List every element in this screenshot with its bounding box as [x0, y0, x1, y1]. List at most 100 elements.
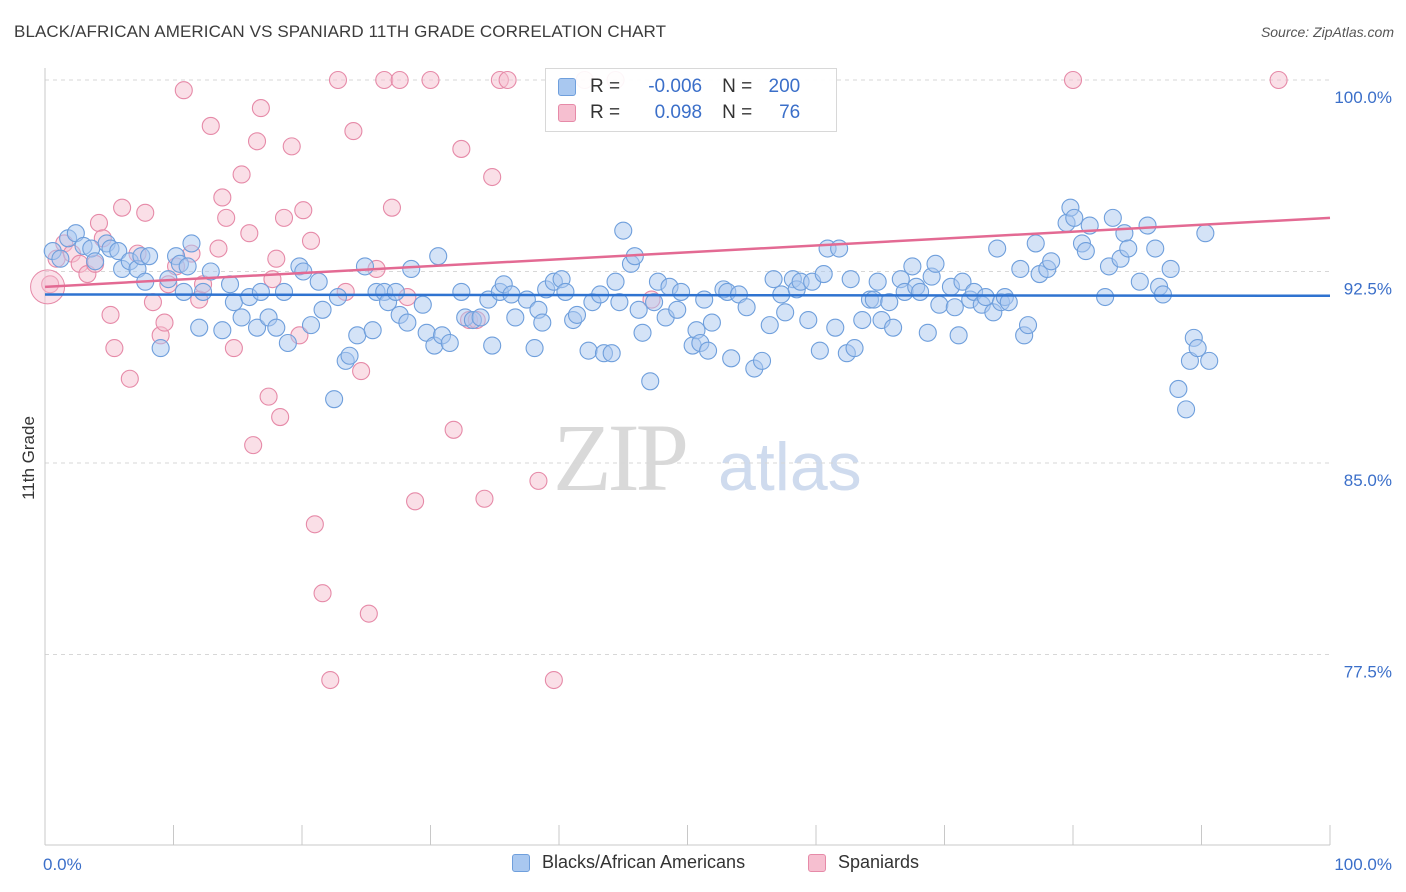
spaniard-point: [344, 122, 363, 141]
black-point: [911, 282, 930, 301]
watermark-atlas: atlas: [718, 429, 862, 505]
legend-r-value: -0.006: [648, 76, 703, 97]
legend-n-label: N =: [722, 76, 753, 97]
spaniard-point: [251, 99, 270, 118]
black-point: [903, 257, 922, 276]
legend-n-label: N =: [722, 102, 753, 123]
black-point: [614, 221, 633, 240]
black-point: [413, 295, 432, 314]
black-point: [429, 247, 448, 266]
black-point: [213, 321, 232, 340]
x-tick-label: 0.0%: [43, 855, 82, 874]
black-point: [301, 316, 321, 335]
black-point: [606, 272, 625, 291]
black-point: [610, 293, 629, 312]
black-point: [953, 272, 972, 291]
black-point: [1138, 216, 1157, 235]
spaniard-point: [328, 70, 348, 90]
black-point: [109, 242, 128, 261]
spaniard-point: [321, 670, 340, 690]
spaniard-point: [529, 471, 548, 490]
spaniard-point: [452, 139, 471, 158]
spaniard-point: [382, 198, 402, 217]
spaniard-point: [240, 224, 259, 243]
black-point: [737, 298, 756, 317]
bottom-legend-spaniards: Spaniards: [808, 852, 919, 873]
bottom-legend-swatch-pink: [808, 853, 826, 872]
black-point: [1119, 239, 1138, 258]
spaniard-point: [89, 213, 109, 233]
black-point: [999, 293, 1018, 312]
black-point: [232, 308, 251, 327]
black-point: [602, 344, 621, 363]
black-point: [799, 310, 818, 330]
spaniard-point: [120, 369, 139, 388]
black-point: [182, 234, 201, 253]
black-point: [506, 308, 525, 327]
spaniard-point: [301, 231, 321, 250]
black-point: [325, 390, 344, 409]
black-point: [702, 313, 721, 332]
spaniard-point: [1269, 70, 1288, 90]
black-point: [641, 372, 660, 391]
bottom-legend-label-blacks: Blacks/African Americans: [542, 852, 746, 872]
spaniard-point: [267, 249, 286, 268]
spaniard-point: [143, 293, 162, 312]
black-point: [398, 313, 417, 332]
black-point: [853, 310, 872, 330]
legend-row-spaniards: R = 0.098 N = 76: [558, 100, 800, 126]
black-point: [1103, 208, 1122, 227]
black-point: [918, 323, 937, 342]
black-point: [402, 259, 421, 278]
spaniard-point: [201, 116, 220, 136]
black-point: [440, 333, 459, 353]
black-point: [313, 300, 332, 319]
black-point: [695, 290, 714, 309]
black-point: [699, 341, 718, 360]
legend-r-label: R =: [590, 102, 621, 123]
spaniard-point: [294, 201, 313, 220]
tick-labels: 100.0% 92.5% 85.0% 77.5% 0.0% 100.0%: [43, 88, 1392, 874]
black-point: [51, 249, 70, 268]
black-point: [86, 252, 105, 271]
black-point: [1115, 224, 1134, 243]
legend-swatch-pink: [558, 104, 576, 122]
black-point: [1042, 252, 1061, 271]
spaniard-point: [113, 198, 132, 217]
black-point: [776, 303, 795, 322]
spaniard-point: [421, 70, 440, 90]
black-point: [1196, 224, 1215, 243]
black-point: [1188, 339, 1207, 358]
spaniards-trend-line: [44, 216, 1331, 289]
black-point: [556, 282, 575, 301]
spaniard-point: [209, 239, 228, 258]
x-tick-label: 100.0%: [1334, 855, 1392, 874]
bottom-legend-blacks: Blacks/African Americans: [512, 852, 745, 873]
y-tick-label: 77.5%: [1344, 663, 1392, 682]
black-point: [224, 293, 243, 312]
black-point: [525, 339, 544, 358]
spaniard-point: [498, 70, 517, 90]
black-point: [945, 298, 964, 317]
black-point: [151, 339, 170, 358]
spaniard-point: [375, 70, 394, 90]
black-point: [579, 341, 598, 360]
black-point: [845, 339, 864, 358]
y-tick-label: 100.0%: [1334, 88, 1392, 107]
legend-box: R = -0.006 N = 200 R = 0.098 N = 76: [545, 68, 837, 132]
spaniard-point: [483, 167, 502, 187]
y-tick-label: 92.5%: [1344, 280, 1392, 299]
spaniard-point: [213, 188, 232, 207]
black-point: [1096, 287, 1115, 307]
black-point: [267, 318, 286, 337]
spaniard-point: [247, 132, 267, 151]
spaniard-point: [352, 362, 371, 381]
legend-r-value: 0.098: [654, 102, 703, 123]
black-point: [363, 321, 382, 340]
spaniard-point: [41, 275, 60, 294]
black-point: [722, 349, 741, 368]
spaniard-point: [217, 208, 236, 227]
blacks-trend-line: [44, 293, 1331, 298]
black-point: [174, 282, 193, 301]
legend-row-blacks: R = -0.006 N = 200: [558, 74, 800, 100]
